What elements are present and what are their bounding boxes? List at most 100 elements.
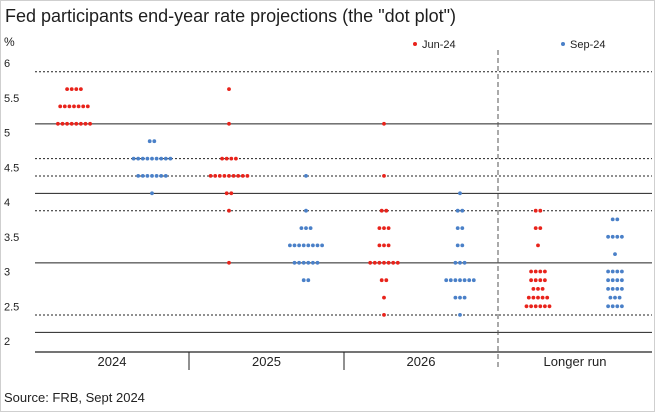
sep-24-dot [615,269,620,274]
sep-24-dot [467,278,472,283]
y-tick-label: 6 [4,58,10,70]
sep-24-dot [462,260,467,265]
sep-24-dot [140,174,145,178]
sep-24-dot [154,156,159,161]
jun-24-dot [224,156,229,161]
jun-24-dot [227,121,231,126]
jun-24-dot [538,278,543,283]
category-label: 2024 [98,354,127,369]
sep-24-dot [297,243,301,248]
sep-24-dot [145,156,150,161]
jun-24-dot [217,174,222,178]
sep-24-dot [458,260,462,265]
sep-24-dot [154,174,159,178]
jun-24-dot [236,174,241,178]
jun-24-dot [382,295,386,300]
jun-24-dot [531,287,536,291]
jun-24-dot [529,304,533,309]
category-label: 2025 [252,354,281,369]
sep-24-dot [458,295,462,300]
sep-24-dot [306,278,311,283]
sep-24-dot [147,139,152,144]
jun-24-dot [395,260,400,265]
axes: 2 2.5 3 3.5 4 4.5 5 5.5 6 2024 2025 2026 Longer run [4,50,652,370]
sep-24-dot [606,304,610,309]
sep-24-dot [299,226,304,231]
sep-24-dot [453,295,458,300]
jun-24-dot [536,295,540,300]
jun-24-dot [543,269,547,274]
jun-24-dot [377,226,382,231]
sep-24-dot [136,156,141,161]
jun-24-dot [69,121,74,126]
y-axis-unit-label: % [4,35,15,49]
jun-24-dot [533,304,538,309]
sep-24-dot [448,278,453,283]
jun-24-dot [382,313,386,317]
sep-24-dot [304,208,308,213]
sep-24-dot [610,304,615,309]
jun-24-dot [368,260,373,265]
jun-24-dot [88,121,92,126]
jun-24-dot [547,304,552,309]
jun-24-dot [543,278,547,283]
sep-24-dot [455,208,460,213]
jun-24-dot [229,156,234,161]
sep-24-dot [610,217,615,222]
legend: Jun-24 Sep-24 [413,39,605,51]
chart-title: Fed participants end-year rate projectio… [5,6,457,26]
sep-24-dot [620,304,624,309]
sep-24-dot [152,139,157,144]
jun-24-dot [65,87,69,91]
jun-24-dot [74,121,79,126]
jun-24-dot [81,104,86,109]
jun-24-dot [536,287,540,291]
jun-24-dot [538,304,543,309]
sep-24-dot [292,260,297,265]
jun-24-dot [531,295,536,300]
sep-24-dot [460,243,465,248]
sep-24-dot [304,226,308,231]
jun-24-dot [234,156,238,161]
sep-24-dot [608,295,613,300]
jun-24-dot [379,208,384,213]
sep-24-dot [460,208,465,213]
sep-24-dot [140,156,145,161]
sep-24-dot [613,252,617,256]
jun-24-dot [540,287,545,291]
sep-24-dot [444,278,449,283]
jun-24-dot [79,121,83,126]
jun-24-dot [386,260,391,265]
jun-24-dot [533,208,538,213]
jun-24-dot [533,278,538,283]
sep-24-dot [615,234,620,239]
jun-24-dot [384,278,389,283]
jun-24-dot [58,104,63,109]
jun-24-dot [60,121,65,126]
sep-24-dot [460,226,465,231]
sep-24-dot [297,260,301,265]
legend-label: Jun-24 [422,39,456,51]
sep-24-dot [606,278,610,283]
jun-24-dot [67,104,72,109]
jun-24-dot [220,156,225,161]
jun-24-dot [533,226,538,231]
sep-24-dot [606,287,610,291]
sep-24-dot [453,278,458,283]
legend-label: Sep-24 [570,39,605,51]
jun-24-dot [222,174,227,178]
sep-24-dot [315,243,320,248]
jun-24-dot [524,304,529,309]
sep-24-dot [136,174,141,178]
sep-24-dot [150,174,154,178]
sep-24-dot [168,156,173,161]
legend-marker [413,42,417,46]
jun-24-dot [72,104,76,109]
sep-24-dot [610,234,615,239]
y-tick-label: 4.5 [4,162,19,174]
sep-24-dot [150,191,154,196]
sep-24-dot [615,278,620,283]
source-note: Source: FRB, Sept 2024 [4,390,145,405]
sep-24-dot [606,234,610,239]
